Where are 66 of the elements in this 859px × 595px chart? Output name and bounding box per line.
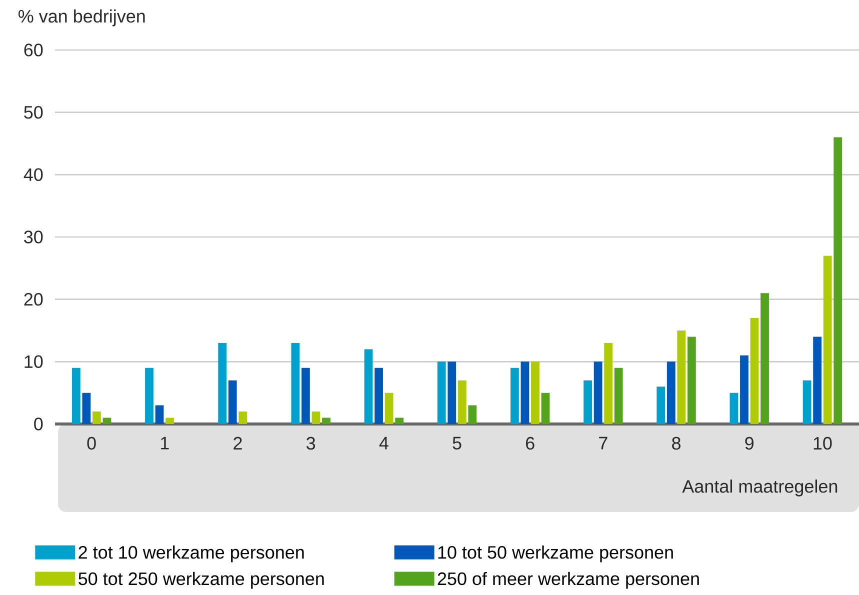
legend-label: 10 tot 50 werkzame personen — [438, 546, 673, 562]
y-tick-label: 0 — [34, 418, 43, 430]
bar — [520, 362, 530, 424]
x-tick-label: 3 — [306, 436, 316, 450]
y-axis-title: % van bedrijven — [18, 9, 145, 26]
y-tick-label: 10 — [24, 355, 43, 368]
bar — [82, 392, 91, 424]
bar — [666, 362, 676, 424]
bar — [364, 349, 373, 424]
bar — [594, 362, 602, 424]
x-axis-title: Aantal maatregelen — [682, 480, 838, 496]
bar — [740, 355, 748, 424]
bar — [374, 368, 383, 424]
legend-label: 250 of meer werkzame personen — [438, 572, 699, 589]
bar — [760, 293, 769, 424]
x-tick-label: 4 — [379, 436, 388, 450]
bar — [238, 412, 248, 424]
bar — [823, 256, 832, 424]
bar — [166, 418, 174, 424]
bar — [802, 380, 812, 424]
bar — [834, 137, 842, 424]
bar — [145, 368, 154, 424]
y-tick-label: 30 — [24, 230, 43, 244]
legend-label: 2 tot 10 werkzame personen — [78, 546, 304, 562]
bar — [291, 342, 300, 424]
bar — [72, 368, 80, 424]
bar — [677, 330, 686, 424]
bar — [730, 392, 738, 424]
bar — [384, 392, 394, 424]
bar — [468, 405, 477, 424]
y-tick-label: 20 — [24, 292, 43, 306]
bar — [531, 362, 540, 424]
bar — [322, 418, 330, 424]
bar — [656, 386, 666, 424]
bar — [155, 405, 164, 424]
bar — [813, 336, 822, 424]
y-tick-label: 50 — [24, 106, 43, 119]
x-tick-label: 2 — [234, 436, 242, 450]
bar — [102, 418, 112, 424]
bar — [510, 368, 519, 424]
x-tick-label: 5 — [452, 436, 462, 450]
bar — [541, 392, 550, 424]
x-tick-label: 10 — [814, 436, 832, 450]
bar — [218, 342, 227, 424]
bar — [395, 418, 404, 424]
bar — [584, 380, 592, 424]
bar — [437, 362, 446, 424]
x-tick-label: 7 — [599, 436, 608, 450]
bar — [228, 380, 237, 424]
bar — [458, 380, 466, 424]
bar — [312, 412, 320, 424]
x-tick-label: 0 — [87, 436, 96, 450]
x-tick-label: 6 — [526, 436, 534, 450]
legend-label: 50 tot 250 werkzame personen — [78, 572, 324, 589]
x-tick-label: 1 — [161, 436, 169, 450]
y-tick-label: 40 — [24, 168, 43, 182]
bar — [614, 368, 623, 424]
x-tick-label: 8 — [672, 436, 680, 450]
y-tick-label: 60 — [24, 44, 43, 56]
bar — [448, 362, 456, 424]
bar — [301, 368, 310, 424]
bar — [750, 318, 759, 424]
bar — [92, 412, 101, 424]
bar — [687, 336, 696, 424]
x-tick-label: 9 — [745, 436, 754, 450]
bar — [604, 342, 613, 424]
